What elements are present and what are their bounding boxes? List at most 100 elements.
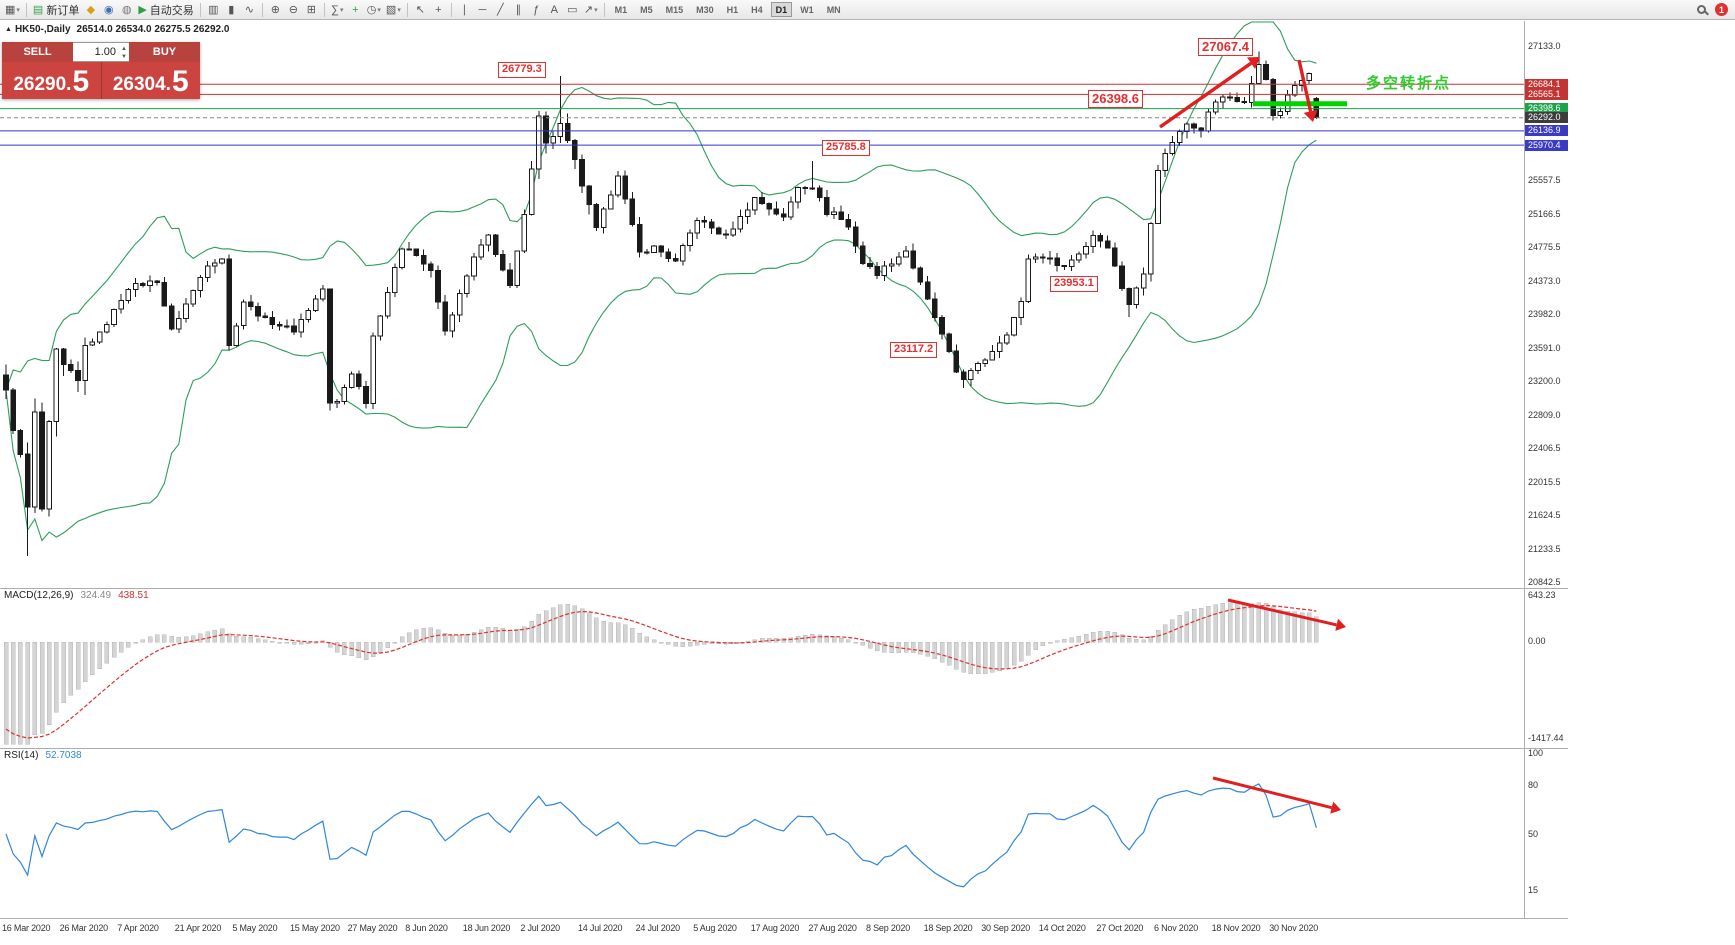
timeframe-button-m5[interactable]: M5: [640, 4, 653, 15]
auto-trading-button-label: 自动交易: [149, 4, 194, 17]
buy-price-button[interactable]: 26304. 5: [100, 62, 200, 99]
text-icon-glyph: A: [550, 3, 559, 16]
zoom-in-icon-glyph: ⊕: [270, 4, 280, 16]
text-icon[interactable]: A: [546, 2, 563, 18]
template-icon-glyph: ▧: [385, 4, 397, 16]
crosshair-icon-glyph: +: [435, 3, 442, 16]
line-chart-type-icon[interactable]: ∿: [241, 2, 258, 18]
vertical-line-icon-glyph: ∣: [461, 4, 468, 16]
bar-chart-type-icon-glyph: ▥: [208, 4, 219, 16]
macd-trend-arrow[interactable]: [1227, 598, 1346, 631]
dropdown-caret-icon: ▾: [397, 6, 401, 14]
new-order-button-label: 新订单: [46, 4, 80, 17]
auto-trading-button-glyph: ▶: [138, 4, 147, 16]
auto-trading-button[interactable]: ▶ 自动交易: [136, 2, 195, 18]
sell-price-big-digit: 5: [72, 65, 90, 98]
zoom-out-icon-glyph: ⊖: [288, 4, 298, 16]
toolbar-separator: [450, 2, 452, 17]
buy-price: 26304.: [112, 74, 171, 95]
arrows-icon[interactable]: ↗ ▾: [582, 2, 600, 18]
trendline-icon[interactable]: ╱: [492, 2, 509, 18]
timeframe-button-w1[interactable]: W1: [800, 4, 814, 15]
price-trend-up-arrow[interactable]: [1159, 57, 1260, 129]
sell-button[interactable]: SELL: [2, 42, 73, 62]
new-chart-icon-glyph: ▦: [5, 4, 16, 16]
macd-signal-line: [5, 604, 1317, 739]
toolbar-separator: [25, 2, 27, 17]
toolbar: ▦ ▾ ▤ 新订单 ◆ ◉ ◍ ▶ 自动交易 ▥ ▮ ∿ ⊕ ⊖ ⊞ ∑ ▾ + ◷ ▾ ▧ ▾ ↖ + ∣ ─ ╱ ∥ ƒ A ▭ ↗ ▾ M1…: [0, 0, 1735, 20]
tile-windows-icon[interactable]: ⊞: [303, 2, 320, 18]
sell-price: 26290.: [13, 74, 72, 95]
timeframe-button-mn[interactable]: MN: [826, 4, 841, 15]
horizontal-line-icon[interactable]: ─: [474, 2, 491, 18]
candlestick-type-icon[interactable]: ▮: [223, 2, 240, 18]
spin-down-icon[interactable]: ▼: [121, 54, 127, 60]
cursor-icon[interactable]: ↖: [412, 2, 429, 18]
data-window-icon[interactable]: ◍: [118, 2, 135, 18]
buy-price-big-digit: 5: [171, 65, 189, 98]
template-icon[interactable]: ▧ ▾: [384, 2, 403, 18]
timeframe-button-m1[interactable]: M1: [614, 4, 628, 15]
timeframe-button-h4[interactable]: H4: [751, 4, 763, 15]
market-watch-icon-glyph: ◉: [104, 4, 114, 16]
toolbar-separator: [323, 2, 325, 17]
arrows-icon-glyph: ↗: [583, 4, 594, 16]
dropdown-caret-icon: ▾: [16, 6, 20, 14]
sell-price-button[interactable]: 26290. 5: [2, 62, 101, 99]
add-indicator-icon[interactable]: +: [347, 2, 364, 18]
notification-badge[interactable]: 1: [1715, 3, 1728, 16]
toolbar-separator: [603, 2, 605, 17]
bollinger-upper-band: [5, 21, 1317, 391]
label-icon[interactable]: ▭: [564, 2, 581, 18]
toolbar-separator: [261, 2, 263, 17]
timeframes-icon-glyph: ◷: [366, 4, 377, 16]
timeframe-button-d1[interactable]: D1: [770, 2, 793, 17]
market-watch-icon[interactable]: ◉: [100, 2, 117, 18]
favorites-icon-glyph: ◆: [86, 4, 96, 16]
volume-spin-icons[interactable]: ▲ ▼: [121, 45, 127, 61]
toolbar-separator: [406, 2, 408, 17]
data-window-icon-glyph: ◍: [122, 4, 132, 16]
search-icon[interactable]: [1697, 5, 1706, 14]
add-indicator-icon-glyph: +: [352, 3, 359, 16]
crosshair-icon[interactable]: +: [430, 2, 447, 18]
dropdown-caret-icon: ▾: [339, 6, 344, 14]
rsi-line: [5, 783, 1317, 888]
timeframe-button-m15[interactable]: M15: [665, 4, 684, 15]
indicators-icon[interactable]: ∑ ▾: [329, 2, 346, 18]
rsi-trend-arrow[interactable]: [1212, 776, 1341, 814]
line-chart-type-icon-glyph: ∿: [244, 4, 254, 16]
bar-chart-type-icon[interactable]: ▥: [205, 2, 222, 18]
channel-icon-glyph: ∥: [515, 4, 522, 16]
new-chart-icon[interactable]: ▦ ▾: [3, 2, 22, 18]
one-click-trading-panel: SELL 1.00 ▲ ▼ BUY 26290. 5 26304. 5: [2, 42, 200, 99]
vertical-line-icon[interactable]: ∣: [456, 2, 473, 18]
cursor-icon-glyph: ↖: [415, 4, 425, 16]
zoom-in-icon[interactable]: ⊕: [267, 2, 284, 18]
timeframes-icon[interactable]: ◷ ▾: [365, 2, 383, 18]
new-order-button[interactable]: ▤ 新订单: [31, 2, 81, 18]
toolbar-separator: [199, 2, 201, 17]
label-icon-glyph: ▭: [567, 4, 578, 16]
dropdown-caret-icon: ▾: [377, 6, 381, 14]
dropdown-caret-icon: ▾: [594, 6, 598, 14]
candles-group: [3, 51, 1320, 556]
fibonacci-icon-glyph: ƒ: [533, 3, 540, 16]
tile-windows-icon-glyph: ⊞: [306, 4, 316, 16]
candlestick-type-icon-glyph: ▮: [228, 4, 235, 16]
timeframe-button-m30[interactable]: M30: [696, 4, 714, 15]
channel-icon[interactable]: ∥: [510, 2, 527, 18]
buy-button[interactable]: BUY: [129, 42, 200, 62]
favorites-icon[interactable]: ◆: [82, 2, 99, 18]
price-trend-down-arrow[interactable]: [1297, 59, 1318, 122]
zoom-out-icon[interactable]: ⊖: [285, 2, 302, 18]
horizontal-line-icon-glyph: ─: [478, 3, 487, 16]
indicators-icon-glyph: ∑: [331, 3, 339, 16]
macd-histogram: [3, 602, 1319, 745]
timeframe-button-h1[interactable]: H1: [726, 4, 739, 15]
fibonacci-icon[interactable]: ƒ: [528, 2, 545, 18]
spin-up-icon[interactable]: ▲: [121, 46, 127, 52]
volume-stepper[interactable]: 1.00 ▲ ▼: [73, 42, 129, 62]
